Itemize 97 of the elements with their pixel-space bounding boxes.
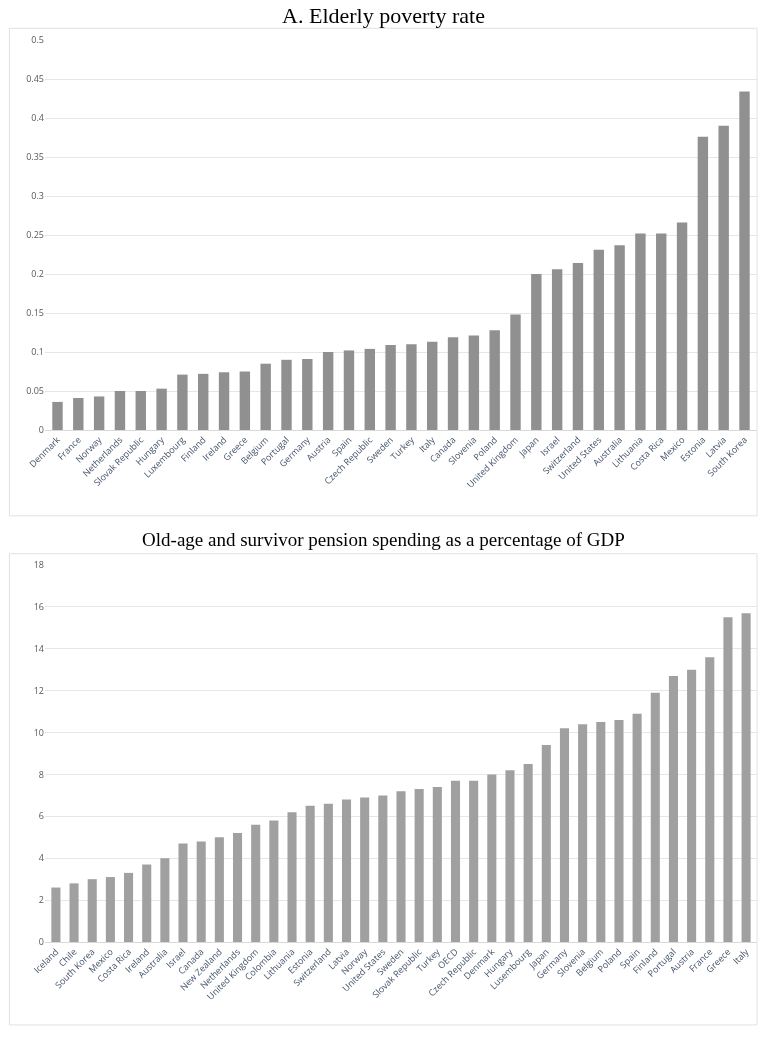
bar [739,91,750,430]
x-tick-label: Italy [729,945,752,967]
bar [341,799,352,942]
bar [414,789,424,942]
bar [105,877,115,942]
bar [596,722,606,942]
bar [124,872,134,942]
bar [156,388,167,430]
bar [343,350,355,430]
y-tick-label: 0 [38,935,44,949]
y-tick-label: 18 [33,558,44,572]
chart-title: A. Elderly poverty rate [282,3,485,29]
bar [468,335,480,430]
y-tick-label: 10 [33,725,44,739]
bar [177,374,188,430]
bar [260,363,271,430]
y-tick-label: 0 [38,423,44,437]
bar [541,745,551,942]
bar [196,841,206,942]
bar [323,803,333,942]
bar [281,359,292,430]
bar [697,136,709,430]
bar [178,843,188,942]
bar [396,791,406,942]
bar [198,373,209,430]
bar [635,233,646,430]
bar [650,692,660,942]
bar [251,824,261,942]
bar [489,330,500,430]
bar [142,864,152,942]
y-tick-label: 0.4 [31,111,44,125]
bar [505,770,515,942]
bar [378,795,388,942]
bar [676,222,688,430]
y-tick-label: 4 [38,851,44,865]
bar [531,274,542,430]
bar [705,657,715,942]
y-tick-label: 2 [38,893,44,907]
bar [687,669,697,942]
bar [559,728,570,942]
bar [160,858,170,942]
y-tick-label: 12 [33,683,44,697]
bar [287,812,297,942]
bar [523,763,533,942]
bar [578,724,588,942]
bar [52,401,63,430]
bar [135,391,146,430]
bar [668,676,678,942]
bar [232,833,243,942]
bar [447,337,459,430]
bar [723,617,733,942]
y-tick-label: 0.3 [31,189,44,203]
bar [364,348,375,430]
y-tick-label: 0.05 [26,384,44,398]
bar [385,344,396,430]
bar [510,314,521,430]
bar [269,820,279,942]
chart-title: Old-age and survivor pension spending as a percentage of GDP [142,528,625,550]
bar [93,396,105,430]
y-tick-label: 0.45 [26,72,44,86]
bar [87,879,97,942]
bar [406,344,417,430]
bar [73,398,84,430]
bar [718,125,729,430]
bar [450,780,461,942]
y-tick-label: 6 [38,809,44,823]
bar [214,837,224,942]
y-tick-label: 16 [33,600,44,614]
bar [593,249,604,430]
bar [614,719,624,942]
y-tick-label: 0.35 [26,150,44,164]
bar [218,372,230,430]
bar [614,245,625,430]
bar [114,391,126,430]
bar [432,787,442,942]
y-tick-label: 0.5 [31,33,44,47]
bar [69,883,79,942]
bar [632,713,642,942]
y-tick-label: 0.2 [31,267,44,281]
y-tick-label: 0.15 [26,306,44,320]
y-tick-label: 8 [38,767,44,781]
bar [360,797,370,942]
bar [427,341,438,430]
y-tick-label: 0.25 [26,228,44,242]
bar [487,774,497,942]
bar [239,371,251,430]
y-tick-label: 14 [33,641,44,655]
bar [305,805,315,942]
bar [469,780,479,942]
y-tick-label: 0.1 [31,345,44,359]
bar [51,887,61,942]
bar [302,359,313,430]
bar [741,613,751,942]
bar [551,269,563,430]
bar [322,352,334,430]
bar [572,263,584,430]
bar [656,233,667,430]
